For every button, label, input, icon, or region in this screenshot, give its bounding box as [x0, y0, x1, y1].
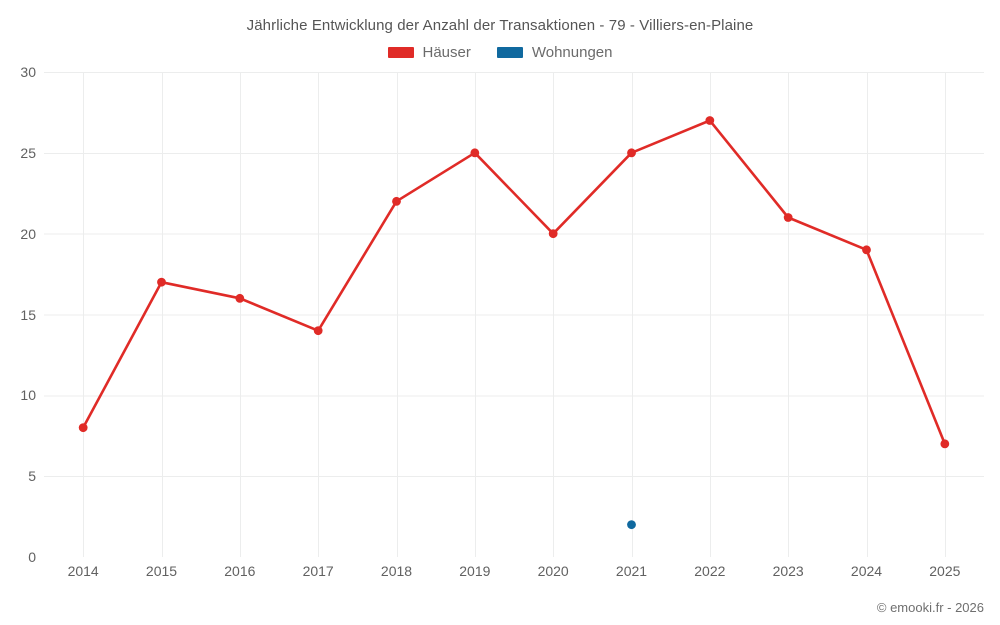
y-tick-label: 0 [28, 549, 36, 565]
x-tick-label: 2022 [694, 563, 726, 579]
series-layer [78, 116, 950, 530]
chart-legend: Häuser Wohnungen [0, 44, 1000, 61]
data-point[interactable] [862, 245, 871, 255]
data-point[interactable] [783, 213, 793, 222]
chart-title: Jährliche Entwicklung der Anzahl der Tra… [246, 17, 754, 34]
legend-item-wohnungen[interactable]: Wohnungen [496, 44, 613, 61]
data-point[interactable] [157, 277, 166, 287]
y-tick-label: 25 [20, 144, 36, 161]
x-tick-label: 2019 [459, 563, 491, 579]
y-tick-label: 5 [28, 468, 36, 485]
legend-item-haeuser[interactable]: Häuser [387, 44, 471, 61]
data-point[interactable] [548, 229, 558, 239]
data-point[interactable] [627, 148, 636, 158]
x-tick-label: 2014 [67, 563, 99, 579]
y-axis-tick-labels: 0 5 10 15 20 25 30 [0, 64, 36, 565]
plot-area [44, 72, 984, 557]
x-tick-label: 2017 [302, 563, 334, 579]
data-point[interactable] [470, 148, 480, 158]
x-tick-label: 2016 [224, 563, 256, 579]
data-point[interactable] [313, 326, 323, 336]
data-point[interactable] [940, 439, 950, 449]
y-tick-label: 15 [20, 306, 36, 323]
y-tick-label: 20 [20, 225, 36, 242]
legend-swatch-haeuser [387, 47, 414, 58]
x-tick-label: 2024 [850, 563, 883, 579]
legend-label-wohnungen: Wohnungen [531, 44, 613, 61]
y-tick-label: 30 [20, 64, 36, 80]
footer-credit: © emooki.fr - 2026 [876, 600, 984, 615]
x-tick-label: 2023 [772, 563, 804, 579]
data-point[interactable] [705, 116, 715, 125]
y-tick-label: 10 [20, 387, 36, 404]
data-point[interactable] [392, 196, 401, 206]
data-point[interactable] [78, 423, 88, 433]
data-point[interactable] [627, 520, 636, 530]
legend-swatch-wohnungen [496, 47, 523, 58]
x-tick-label: 2018 [380, 563, 413, 579]
x-tick-label: 2021 [615, 563, 648, 579]
x-axis-tick-labels: 2014 2015 2016 2017 2018 2019 2020 2021 2022 2023… [44, 563, 984, 587]
x-tick-label: 2015 [145, 563, 178, 579]
data-point[interactable] [235, 293, 245, 303]
legend-label-haeuser: Häuser [422, 44, 471, 61]
x-tick-label: 2020 [537, 563, 569, 579]
x-tick-label: 2025 [929, 563, 961, 579]
